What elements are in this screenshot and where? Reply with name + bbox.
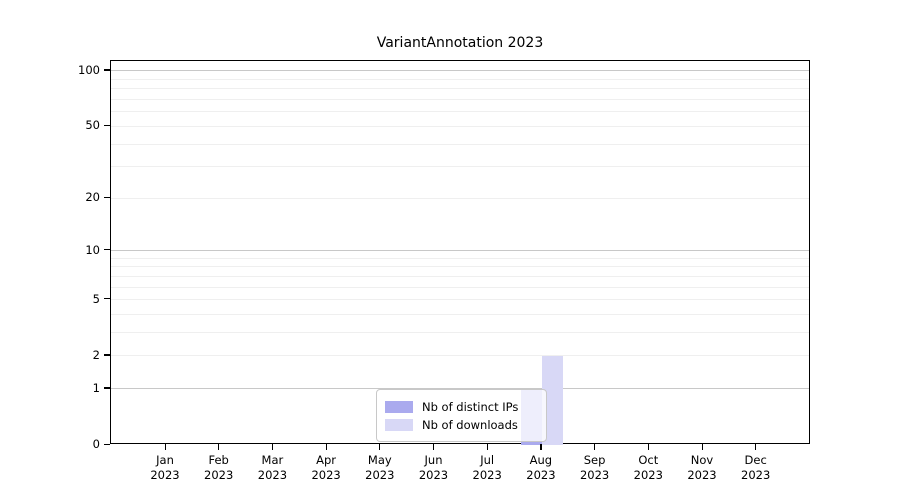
gridline-6 — [111, 286, 809, 288]
legend-swatch-downloads — [385, 418, 413, 431]
gridline-1 — [111, 388, 809, 390]
x-tick-mark-apr — [325, 444, 327, 450]
y-tick-mark-1 — [104, 387, 110, 389]
chart-title: VariantAnnotation 2023 — [376, 35, 544, 51]
gridline-3 — [111, 332, 809, 334]
gridline-30 — [111, 166, 809, 168]
x-tick-mark-feb — [218, 444, 220, 450]
gridline-10 — [111, 250, 809, 252]
y-tick-mark-0 — [104, 443, 110, 445]
x-tick-mark-jun — [433, 444, 435, 450]
gridline-7 — [111, 275, 809, 277]
legend-swatch-distinct-ips — [385, 400, 413, 413]
x-tick-label-oct: Oct 2023 — [633, 453, 663, 482]
y-tick-mark-50 — [104, 124, 110, 127]
x-tick-mark-jan — [164, 444, 166, 450]
y-tick-label-10: 10 — [85, 242, 100, 257]
x-tick-label-apr: Apr 2023 — [311, 453, 341, 482]
x-tick-label-dec: Dec 2023 — [741, 453, 771, 482]
x-tick-mark-may — [379, 444, 381, 450]
y-tick-label-0: 0 — [92, 437, 100, 451]
legend-row-distinct-ips: Nb of distinct IPs — [385, 400, 538, 414]
legend-row-downloads: Nb of downloads — [385, 418, 538, 432]
y-tick-label-2: 2 — [92, 347, 100, 362]
bar-aug-downloads — [541, 355, 563, 445]
x-tick-label-sep: Sep 2023 — [579, 453, 610, 482]
gridline-5 — [111, 299, 809, 301]
plot-area — [110, 60, 810, 445]
legend-label-downloads: Nb of downloads — [422, 417, 518, 432]
y-tick-label-20: 20 — [85, 190, 100, 205]
x-tick-mark-sep — [594, 444, 596, 450]
y-tick-mark-100 — [104, 69, 110, 71]
x-tick-mark-jul — [486, 444, 488, 450]
x-tick-mark-nov — [701, 444, 703, 450]
x-tick-mark-aug — [540, 444, 542, 450]
y-tick-mark-5 — [104, 298, 110, 300]
x-tick-label-jul: Jul 2023 — [472, 453, 502, 482]
y-tick-mark-20 — [104, 196, 110, 198]
x-tick-label-feb: Feb 2023 — [204, 453, 234, 482]
x-tick-mark-mar — [271, 444, 274, 450]
x-tick-label-jan: Jan 2023 — [150, 453, 180, 482]
gridline-20 — [111, 197, 809, 199]
gridline-8 — [111, 266, 809, 268]
y-tick-mark-2 — [104, 354, 110, 356]
gridline-40 — [111, 143, 809, 145]
gridline-100 — [111, 70, 809, 72]
y-tick-label-100: 100 — [78, 62, 100, 77]
gridline-90 — [111, 78, 809, 80]
x-tick-mark-oct — [647, 444, 649, 450]
legend: Nb of distinct IPs Nb of downloads — [376, 389, 547, 442]
x-tick-mark-dec — [755, 444, 757, 450]
y-tick-mark-10 — [104, 249, 110, 251]
gridline-50 — [111, 125, 809, 127]
gridline-4 — [111, 314, 809, 316]
x-tick-label-aug: Aug 2023 — [526, 453, 556, 482]
y-tick-label-1: 1 — [92, 380, 100, 395]
y-tick-label-50: 50 — [85, 118, 100, 133]
x-tick-label-may: May 2023 — [365, 453, 395, 482]
gridline-9 — [111, 257, 809, 259]
legend-label-distinct-ips: Nb of distinct IPs — [422, 399, 519, 414]
y-tick-label-5: 5 — [92, 291, 100, 306]
x-tick-label-jun: Jun 2023 — [418, 453, 449, 482]
gridline-70 — [111, 99, 809, 101]
x-tick-label-mar: Mar 2023 — [257, 453, 288, 482]
gridline-2 — [111, 355, 809, 357]
x-tick-label-nov: Nov 2023 — [687, 453, 717, 482]
gridline-80 — [111, 88, 809, 90]
gridline-60 — [111, 111, 809, 113]
